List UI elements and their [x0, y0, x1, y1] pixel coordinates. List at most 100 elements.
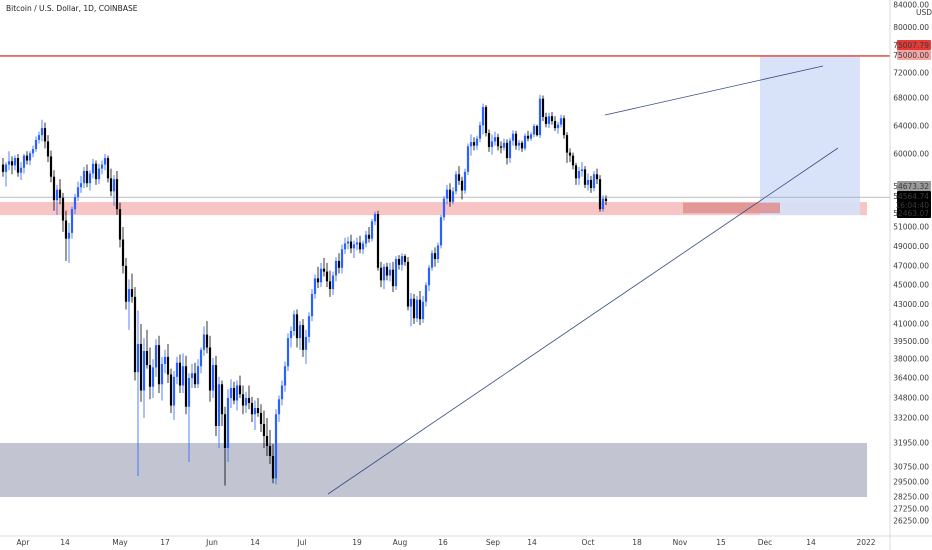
candle-body: [130, 289, 134, 297]
candle-body: [340, 249, 344, 268]
candle-body: [226, 398, 230, 448]
candle-body: [328, 281, 332, 290]
candle-body: [580, 169, 584, 172]
candles-layer: [1, 94, 608, 486]
candle-body: [412, 298, 416, 319]
candle-body: [424, 285, 428, 302]
candle-body: [466, 146, 470, 172]
candle-body: [73, 196, 77, 210]
candle-body: [379, 267, 383, 281]
candle-body: [67, 232, 71, 239]
candle-body: [319, 268, 323, 283]
candle-body: [10, 161, 14, 166]
candle-body: [13, 158, 17, 166]
candle-body: [211, 365, 215, 391]
time-tick-label: 14: [806, 538, 816, 547]
time-tick-label: 15: [716, 538, 726, 547]
candle-body: [43, 128, 47, 142]
candle-body: [298, 325, 302, 339]
candle-body: [16, 158, 20, 173]
candle-body: [220, 384, 224, 415]
price-axis[interactable]: 26250.00 27250.00 28250.00 29500.00 30750.00…: [889, 0, 932, 550]
candle-body: [163, 356, 167, 364]
candle-body: [370, 221, 374, 239]
candle-body: [136, 343, 140, 373]
candle-body: [349, 241, 353, 249]
candle-body: [250, 403, 254, 415]
price-tick-label: 68000.00: [893, 94, 929, 103]
candle-body: [496, 137, 500, 147]
chart-title: Bitcoin / U.S. Dollar, 1D, COINBASE: [6, 4, 138, 13]
candle-body: [562, 118, 566, 136]
candle-body: [310, 293, 314, 317]
candle-body: [70, 209, 74, 233]
price-tag: [897, 50, 931, 60]
candle-body: [604, 198, 608, 202]
candle-body: [208, 347, 212, 391]
candle-body: [352, 244, 356, 249]
price-tick-label: 33200.00: [893, 414, 929, 423]
candle-body: [478, 125, 482, 139]
price-tag: [897, 40, 931, 50]
candle-body: [376, 214, 380, 268]
candle-body: [61, 197, 65, 221]
candle-body: [400, 256, 404, 265]
candle-body: [451, 191, 455, 202]
candle-body: [256, 408, 260, 413]
candle-body: [484, 107, 488, 133]
candle-body: [223, 414, 227, 448]
price-tick-label: 80000.00: [893, 23, 929, 32]
candle-body: [214, 365, 218, 426]
candle-body: [373, 214, 377, 222]
candle-body: [364, 234, 368, 244]
time-tick-label: 2022: [856, 538, 875, 547]
candle-body: [265, 436, 269, 446]
candle-body: [481, 107, 485, 126]
candle-body: [550, 116, 554, 122]
candle-body: [595, 174, 599, 180]
candle-body: [154, 345, 158, 368]
candle-body: [169, 374, 173, 406]
time-tick-label: Jun: [205, 538, 218, 547]
candle-body: [64, 220, 68, 239]
price-tag-label: 54564.74: [893, 192, 929, 201]
price-tick-label: 43000.00: [893, 300, 929, 309]
candle-body: [367, 234, 371, 239]
candle-body: [292, 314, 296, 332]
candle-body: [556, 124, 560, 129]
candle-body: [19, 167, 23, 173]
candle-body: [259, 413, 263, 424]
candle-body: [235, 385, 239, 401]
candle-body: [535, 126, 539, 136]
candle-body: [472, 142, 476, 146]
candle-body: [325, 271, 329, 282]
candle-body: [103, 158, 107, 165]
candle-body: [280, 385, 284, 400]
candle-body: [277, 399, 281, 415]
time-tick-label: 14: [250, 538, 260, 547]
candle-body: [196, 366, 200, 385]
candle-body: [436, 245, 440, 260]
candle-body: [145, 351, 149, 366]
candle-body: [532, 126, 536, 135]
candle-body: [409, 298, 413, 307]
candle-body: [439, 217, 443, 246]
candle-body: [31, 149, 35, 154]
price-tag-label: 52463.07: [893, 209, 929, 218]
candle-body: [49, 156, 53, 177]
candle-body: [487, 133, 491, 147]
candle-body: [274, 414, 278, 479]
candle-body: [91, 163, 95, 174]
candle-body: [79, 183, 83, 188]
price-tag-label: 75007.79: [893, 41, 929, 50]
price-axis-background: [890, 0, 932, 550]
candle-body: [541, 98, 545, 117]
candle-body: [22, 155, 26, 168]
candle-body: [268, 446, 272, 456]
time-axis[interactable]: Apr 14 May 17 Jun 14 Jul 19 Aug 16 Sep 14 Oct 18 Nov 15…: [0, 535, 932, 547]
candle-body: [271, 456, 275, 479]
candle-body: [193, 373, 197, 385]
price-tick-label: 27250.00: [893, 505, 929, 514]
